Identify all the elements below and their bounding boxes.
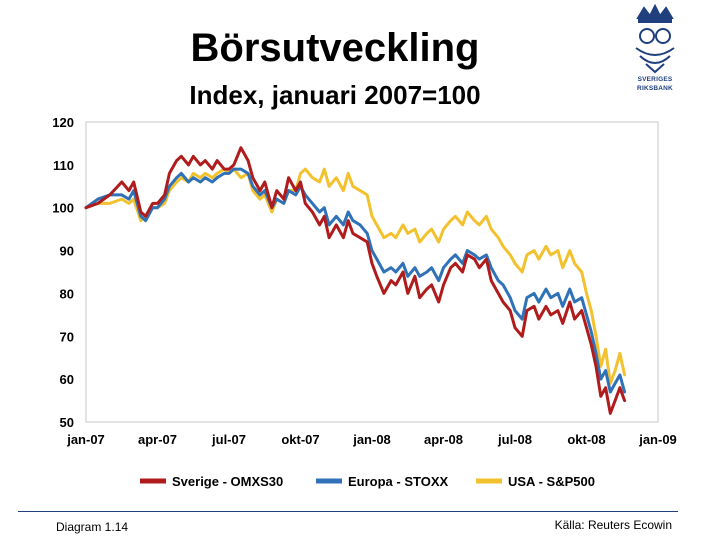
y-tick-label: 50 bbox=[60, 415, 74, 430]
source-note: Källa: Reuters Ecowin bbox=[554, 518, 672, 532]
x-tick-label: jan-08 bbox=[352, 432, 391, 447]
footer-divider bbox=[18, 511, 678, 512]
series-lines bbox=[84, 146, 627, 415]
y-tick-label: 120 bbox=[52, 115, 74, 130]
x-tick-label: jan-07 bbox=[66, 432, 105, 447]
x-tick-label: okt-08 bbox=[567, 432, 605, 447]
x-tick-label: apr-08 bbox=[424, 432, 463, 447]
y-tick-label: 90 bbox=[60, 244, 74, 259]
x-tick-label: jan-09 bbox=[638, 432, 677, 447]
y-axis: 50 60 70 80 90 100 110 120 bbox=[52, 115, 74, 430]
legend-label: USA - S&P500 bbox=[508, 474, 595, 489]
line-chart: 50 60 70 80 90 100 110 120 jan-07 apr-07 jul-07 ok… bbox=[52, 115, 677, 489]
diagram-number: Diagram 1.14 bbox=[56, 520, 129, 534]
x-tick-label: jul-08 bbox=[497, 432, 532, 447]
x-axis: jan-07 apr-07 jul-07 okt-07 jan-08 apr-08 jul-… bbox=[66, 432, 677, 447]
riksbank-logo: SVERIGES RIKSBANK bbox=[628, 3, 682, 100]
legend-label: Europa - STOXX bbox=[348, 474, 448, 489]
x-tick-label: okt-07 bbox=[281, 432, 319, 447]
chart-title: Börsutveckling bbox=[190, 26, 480, 70]
y-tick-label: 110 bbox=[53, 158, 74, 173]
crown-emblem-icon bbox=[635, 3, 675, 74]
chart-subtitle: Index, januari 2007=100 bbox=[189, 80, 481, 110]
logo-text-riksbank: RIKSBANK bbox=[637, 85, 673, 92]
y-tick-label: 60 bbox=[60, 372, 74, 387]
y-tick-label: 70 bbox=[60, 329, 74, 344]
legend-label: Sverige - OMXS30 bbox=[172, 474, 283, 489]
legend: Sverige - OMXS30 Europa - STOXX USA - S&P5… bbox=[140, 474, 595, 489]
x-tick-label: apr-07 bbox=[138, 432, 177, 447]
series-line-europa-stoxx bbox=[84, 167, 627, 394]
series-line-usa-s-p500 bbox=[84, 167, 627, 385]
series-line-sverige-omxs30 bbox=[84, 146, 627, 415]
x-tick-label: jul-07 bbox=[211, 432, 246, 447]
logo-text-sveriges: SVERIGES bbox=[637, 76, 673, 83]
y-tick-label: 100 bbox=[52, 201, 74, 216]
y-tick-label: 80 bbox=[60, 286, 74, 301]
